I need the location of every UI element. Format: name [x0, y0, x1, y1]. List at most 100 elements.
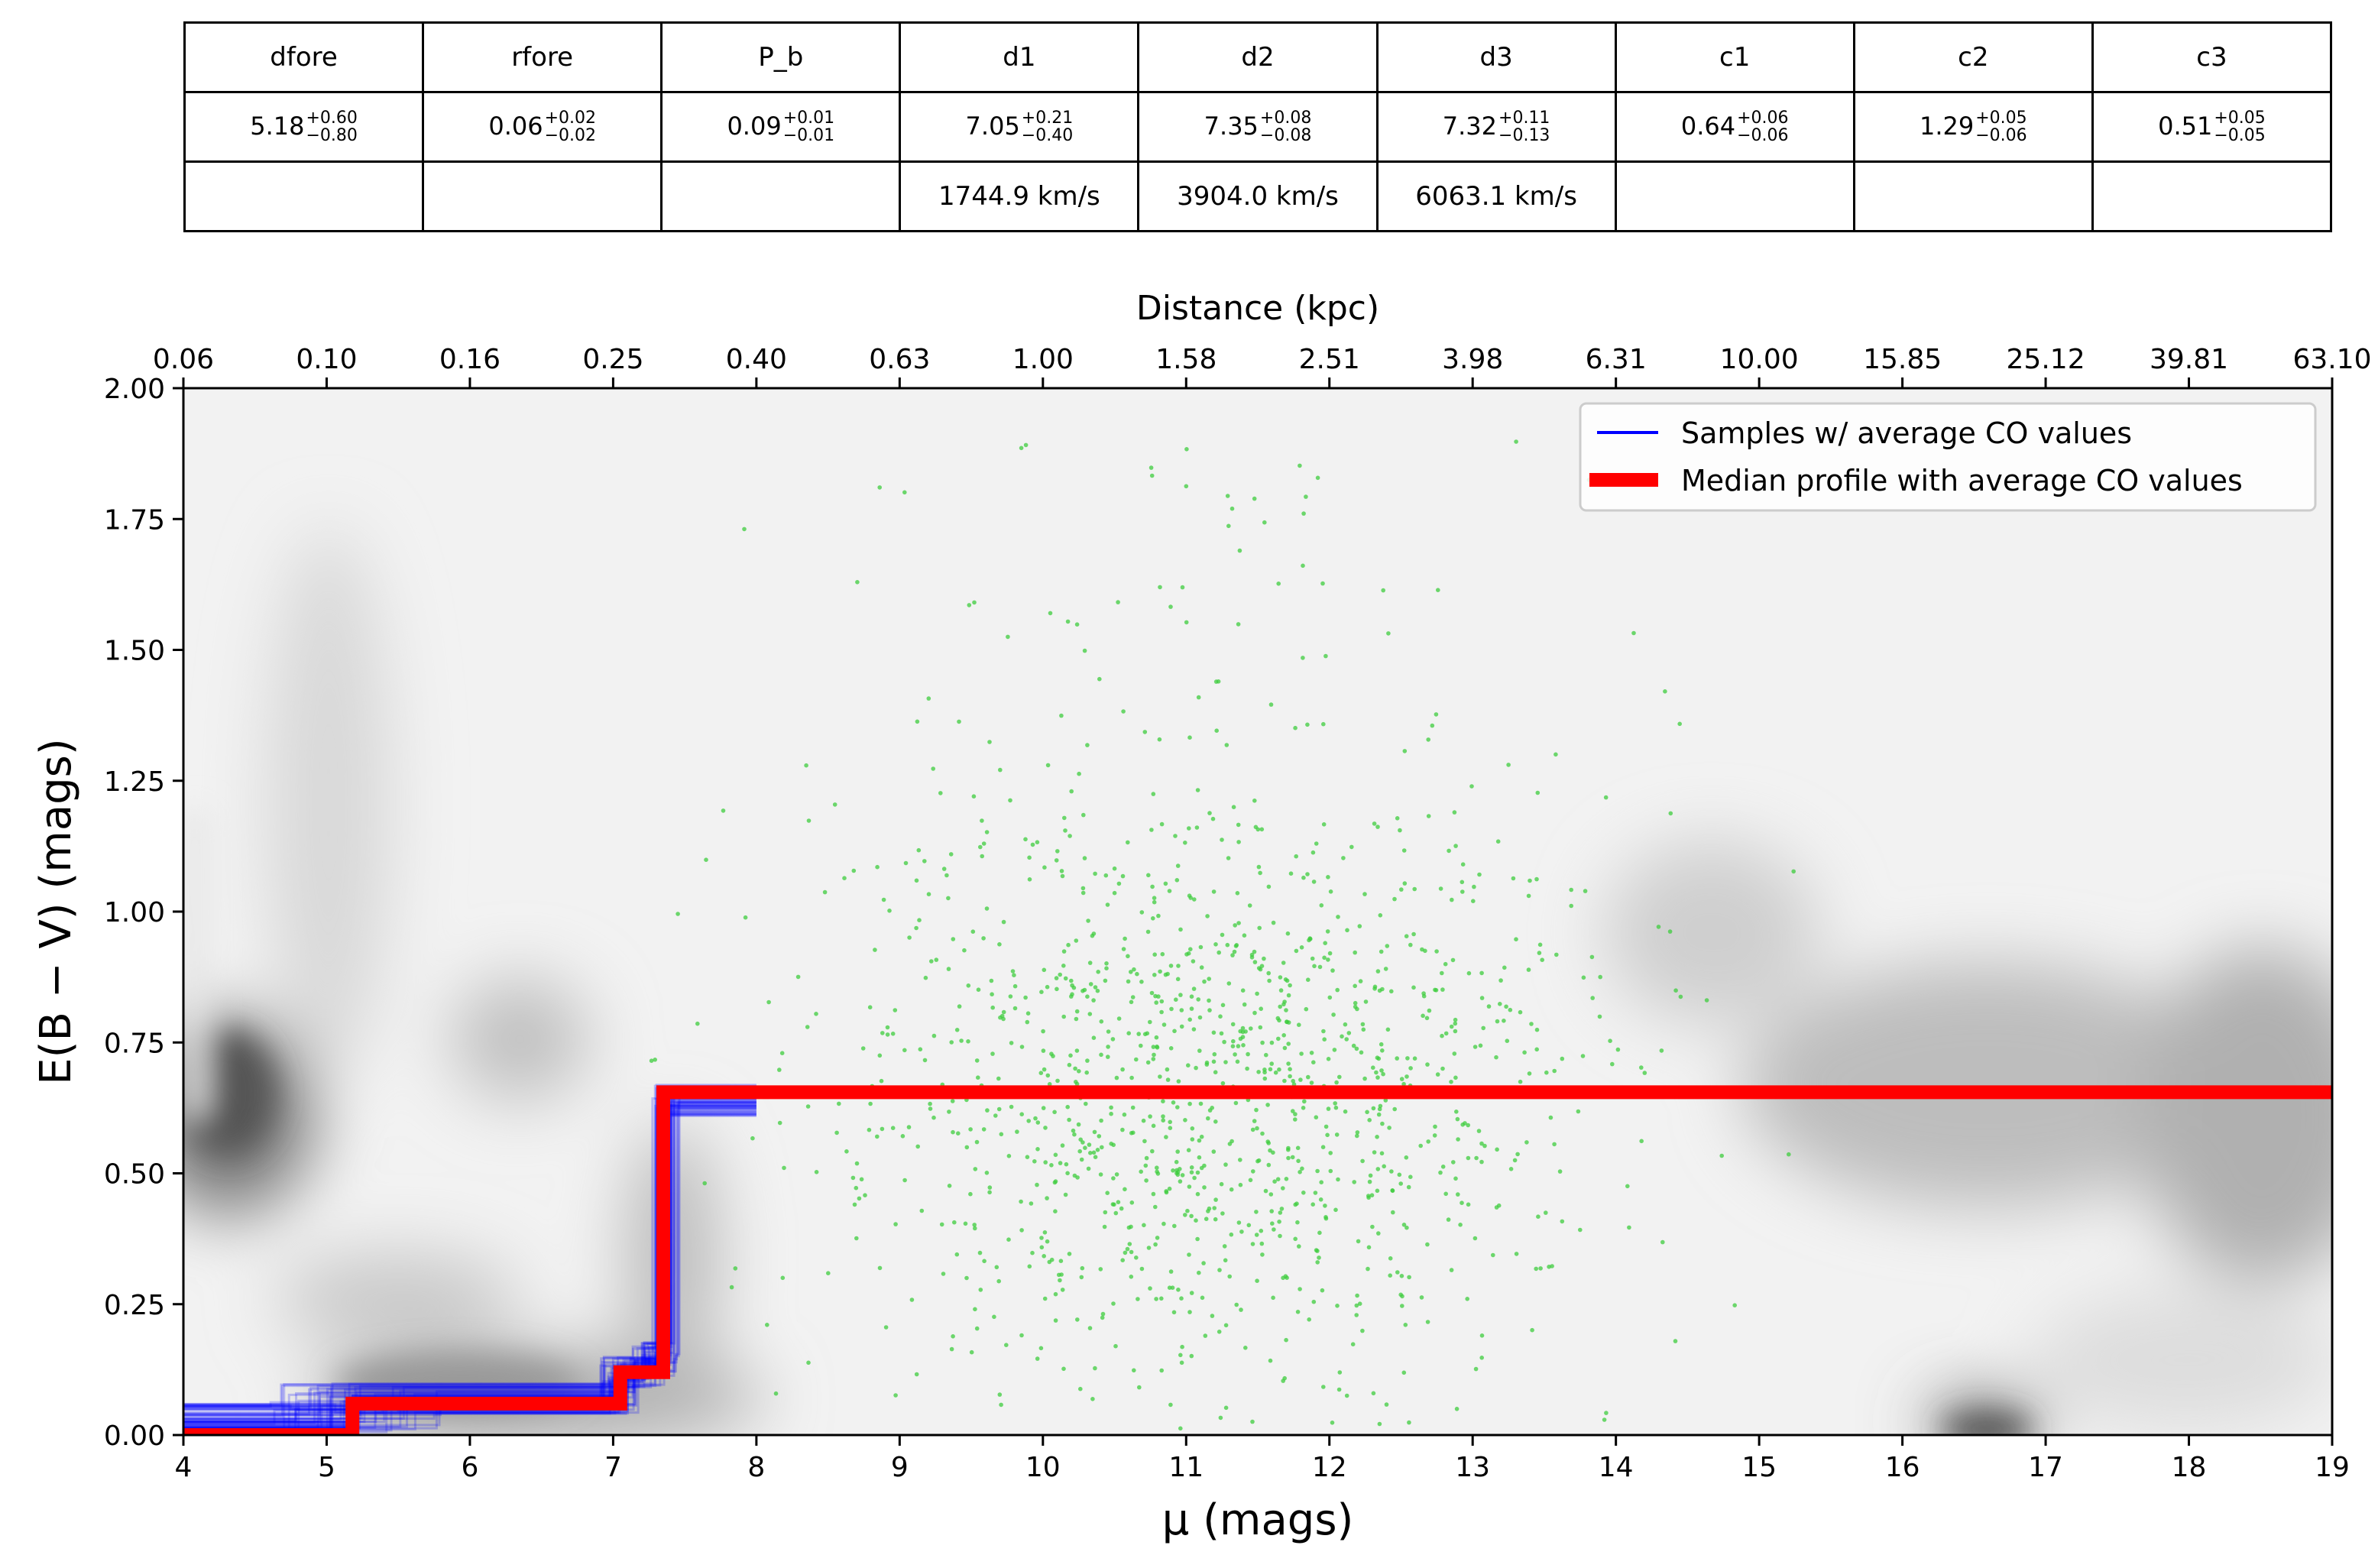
star-point: [1220, 932, 1225, 938]
star-point: [1383, 1098, 1388, 1103]
star-point: [973, 1167, 978, 1171]
star-point: [1202, 979, 1207, 984]
star-point: [1678, 994, 1683, 999]
star-point: [907, 935, 912, 940]
star-point: [1167, 889, 1172, 893]
star-point: [1055, 986, 1059, 992]
table-value-cell: 7.35 +0.08 −0.08: [1137, 91, 1379, 163]
star-point: [1357, 1301, 1362, 1306]
star-point: [1344, 1037, 1349, 1042]
star-point: [795, 974, 801, 980]
star-point: [1154, 1000, 1158, 1005]
star-point: [854, 1236, 859, 1241]
star-point: [1139, 1169, 1143, 1174]
star-point: [985, 1108, 990, 1113]
star-point: [1479, 996, 1485, 1000]
star-point: [1077, 1148, 1082, 1154]
star-point: [973, 1307, 977, 1312]
star-point: [1456, 1137, 1460, 1142]
star-point: [1008, 798, 1012, 803]
x-tick-label: 19: [2315, 1452, 2350, 1483]
star-point: [1360, 1022, 1366, 1027]
star-point: [653, 1058, 657, 1062]
x2-tick-label: 15.85: [1863, 344, 1942, 375]
star-point: [1639, 1065, 1644, 1070]
star-point: [1085, 994, 1090, 999]
star-point: [1189, 1291, 1194, 1295]
star-point: [1323, 1204, 1327, 1208]
star-point: [1550, 1264, 1554, 1268]
star-point: [1642, 1071, 1647, 1075]
star-point: [1111, 1176, 1116, 1181]
legend-samples-label: Samples w/ average CO values: [1681, 416, 2132, 450]
star-point: [1043, 1126, 1048, 1130]
star-point: [1272, 1227, 1276, 1232]
star-point: [981, 936, 986, 941]
star-point: [1055, 849, 1060, 854]
star-point: [1227, 1274, 1232, 1279]
star-point: [743, 915, 748, 920]
star-point: [996, 1278, 1001, 1284]
star-point: [1136, 1297, 1140, 1301]
star-point: [1102, 1224, 1107, 1229]
star-point: [1129, 1075, 1134, 1080]
star-point: [1353, 950, 1357, 955]
star-point: [1159, 1009, 1164, 1015]
star-point: [1460, 1200, 1464, 1205]
star-point: [1307, 938, 1311, 943]
star-point: [1023, 442, 1029, 448]
star-point: [1078, 1386, 1083, 1391]
star-point: [1309, 1080, 1314, 1085]
star-point: [1354, 1303, 1359, 1308]
star-point: [1318, 1197, 1323, 1202]
star-point: [1116, 881, 1122, 886]
star-point: [1153, 1242, 1158, 1247]
star-point: [1518, 1079, 1523, 1084]
star-point: [1494, 1055, 1498, 1060]
star-point: [999, 1013, 1005, 1019]
star-point: [1453, 1017, 1458, 1022]
star-point: [1120, 873, 1126, 879]
star-point: [1077, 771, 1081, 776]
star-point: [1377, 1106, 1382, 1112]
star-point: [1110, 1037, 1116, 1042]
star-point: [1093, 871, 1097, 876]
star-point: [1256, 864, 1262, 870]
star-point: [1188, 896, 1193, 900]
star-point: [1335, 987, 1340, 993]
star-point: [1424, 1016, 1430, 1021]
star-point: [954, 1028, 960, 1032]
star-point: [1453, 1176, 1458, 1181]
star-point: [1379, 949, 1384, 954]
star-point: [1368, 1173, 1373, 1178]
star-point: [1440, 987, 1445, 992]
star-point: [1030, 1250, 1035, 1255]
star-point: [1250, 1419, 1255, 1424]
star-point: [919, 1208, 925, 1213]
star-point: [1304, 494, 1308, 499]
star-point: [1411, 985, 1416, 990]
star-point: [1074, 622, 1080, 627]
median-profile-line: [183, 1085, 2332, 1435]
star-point: [1450, 897, 1454, 902]
table-velocity-cell: [422, 160, 663, 232]
star-point: [1266, 884, 1272, 889]
star-point: [1136, 1032, 1141, 1036]
star-point: [1175, 977, 1181, 982]
star-point: [1054, 976, 1059, 980]
star-point: [1207, 977, 1211, 981]
y-tick-label: 1.50: [104, 636, 165, 667]
star-point: [1301, 511, 1306, 516]
star-point: [1478, 1043, 1483, 1048]
star-point: [1132, 1368, 1136, 1373]
sample-profile-line: [183, 1095, 756, 1433]
star-point: [1540, 957, 1544, 962]
star-point: [1150, 884, 1155, 889]
star-point: [1453, 1021, 1458, 1026]
star-point: [987, 740, 992, 744]
star-point: [1058, 1161, 1063, 1165]
star-point: [1330, 968, 1335, 973]
star-point: [1113, 1210, 1119, 1216]
star-point: [1164, 1135, 1168, 1139]
star-point: [1232, 949, 1237, 954]
